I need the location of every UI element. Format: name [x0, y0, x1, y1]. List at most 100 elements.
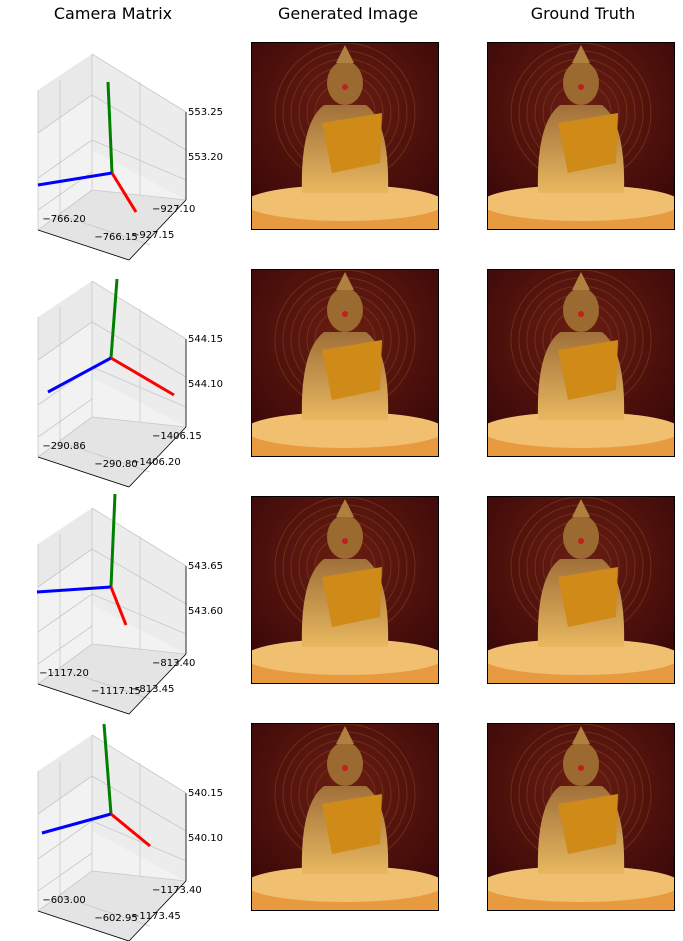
head [327, 288, 363, 332]
ushnisha [572, 45, 590, 63]
z-tick-label: 544.10 [188, 379, 223, 390]
grid-line [59, 214, 151, 246]
z-tick-label: 540.10 [188, 833, 223, 844]
grid-line [37, 321, 93, 361]
y-tick-label: −813.40 [152, 658, 195, 669]
head [563, 61, 599, 105]
generated-image-frame [251, 723, 439, 911]
grid-line [91, 280, 187, 340]
camera-z-axis [37, 171, 113, 187]
grid-line [91, 734, 187, 794]
legs [252, 639, 438, 675]
camera-y-axis [109, 493, 117, 588]
pane-floor [38, 417, 186, 487]
lips [342, 765, 348, 771]
pane-floor [38, 190, 186, 260]
y-axis-line [128, 426, 187, 488]
x-tick-label: −602.95 [94, 913, 137, 924]
grid-line [91, 643, 187, 655]
lips [342, 311, 348, 317]
legs [488, 412, 674, 448]
grid-line [59, 441, 151, 473]
pane-floor [38, 644, 186, 714]
z-tick-label: 553.25 [188, 107, 223, 118]
head [563, 515, 599, 559]
grid-line [91, 870, 187, 882]
camera-axes-panel: −766.20 −766.15 −927.10 −927.15 553.25 553.20 [0, 40, 240, 261]
head [563, 742, 599, 786]
grid-line [37, 820, 93, 860]
buddha-statue-image [252, 270, 438, 456]
camera-z-axis [41, 812, 112, 835]
grid-line [37, 593, 93, 633]
generated-image-frame [251, 269, 439, 457]
camera-axes-plot: −1117.20−1117.15 −813.40 −813.45 543.65 543.… [36, 493, 223, 715]
ground-truth-image-frame [487, 42, 675, 230]
x-tick-label: −766.15 [94, 232, 137, 243]
grid-line [91, 139, 187, 181]
y-tick-label: −1173.45 [131, 911, 181, 922]
grid-line [91, 593, 187, 635]
grid-line [59, 895, 151, 927]
y-tick-label: −1173.40 [152, 885, 202, 896]
ushnisha [336, 726, 354, 744]
head [327, 515, 363, 559]
ushnisha [336, 45, 354, 63]
x-tick-label: −1117.20 [39, 668, 89, 679]
grid-line [37, 643, 93, 685]
ushnisha [336, 272, 354, 290]
grid-line [91, 189, 187, 201]
head [327, 742, 363, 786]
generated-image-frame [251, 496, 439, 684]
camera-z-axis [47, 356, 112, 394]
grid-line [91, 416, 187, 428]
z-tick-label: 543.60 [188, 606, 223, 617]
lips [578, 311, 584, 317]
y-tick-label: −813.45 [131, 684, 174, 695]
legs [488, 866, 674, 902]
camera-axes-plot: −603.00 −602.95 −1173.40 −1173.45 540.15 540.… [37, 723, 223, 941]
ushnisha [572, 726, 590, 744]
legs [488, 185, 674, 221]
x-tick-label: −290.80 [94, 459, 137, 470]
legs [252, 412, 438, 448]
robe-sash [558, 567, 618, 627]
grid-line [37, 189, 93, 231]
y-tick-label: −927.10 [152, 204, 195, 215]
camera-x-axis [110, 172, 138, 213]
buddha-statue-image [252, 497, 438, 683]
lips [342, 84, 348, 90]
pane-floor [38, 871, 186, 941]
camera-axes-panel: −603.00 −602.95 −1173.40 −1173.45 540.15 540.… [0, 721, 240, 941]
z-tick-label: 540.15 [188, 788, 223, 799]
x-tick-label: −290.86 [42, 441, 85, 452]
grid-line [37, 548, 93, 588]
z-tick-label: 543.65 [188, 561, 223, 572]
ushnisha [572, 272, 590, 290]
camera-y-axis [102, 723, 113, 815]
camera-y-axis [109, 278, 119, 359]
buddha-statue-image [488, 497, 674, 683]
head [327, 61, 363, 105]
x-axis-line [37, 229, 130, 261]
camera-y-axis [106, 81, 114, 174]
x-axis-line [37, 456, 130, 488]
pane-left [38, 735, 92, 814]
grid-line [37, 398, 93, 438]
grid-line [91, 53, 187, 113]
column-title-camera-matrix: Camera Matrix [53, 4, 173, 23]
robe-sash [322, 113, 382, 173]
grid-line [37, 870, 93, 912]
lips [578, 84, 584, 90]
camera-axes-plot: −290.86 −290.80 −1406.15 −1406.20 544.15 544.… [37, 278, 223, 488]
robe-sash [322, 567, 382, 627]
grid-line [37, 416, 93, 458]
y-axis-line [128, 653, 187, 715]
robe-sash [322, 340, 382, 400]
x-tick-label: −603.00 [42, 895, 85, 906]
pane-right [92, 735, 186, 881]
camera-x-axis [109, 586, 128, 626]
buddha-statue-image [252, 724, 438, 910]
y-tick-label: −927.15 [131, 230, 174, 241]
camera-x-axis [110, 356, 175, 397]
